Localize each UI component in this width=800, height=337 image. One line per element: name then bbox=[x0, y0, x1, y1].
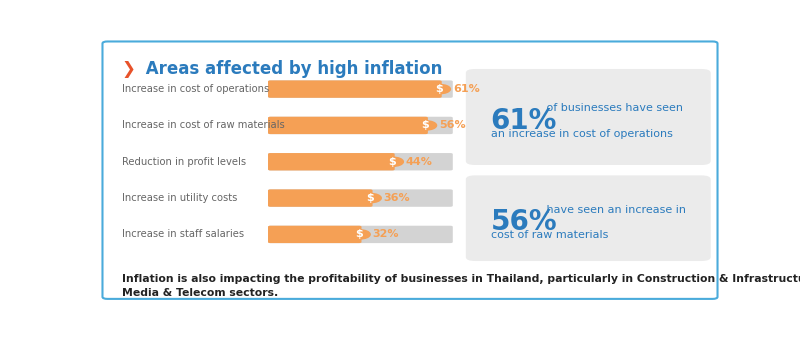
Text: Reduction in profit levels: Reduction in profit levels bbox=[122, 157, 246, 167]
Text: $: $ bbox=[388, 157, 396, 167]
Text: $: $ bbox=[435, 84, 443, 94]
Text: 36%: 36% bbox=[384, 193, 410, 203]
FancyBboxPatch shape bbox=[268, 226, 362, 243]
Text: Increase in utility costs: Increase in utility costs bbox=[122, 193, 237, 203]
FancyBboxPatch shape bbox=[466, 175, 710, 261]
Text: 56%: 56% bbox=[439, 120, 466, 130]
Text: cost of raw materials: cost of raw materials bbox=[490, 230, 608, 240]
Text: 44%: 44% bbox=[406, 157, 433, 167]
Text: ❯: ❯ bbox=[122, 60, 135, 78]
Text: an increase in cost of operations: an increase in cost of operations bbox=[490, 129, 673, 139]
Text: $: $ bbox=[422, 120, 430, 130]
FancyBboxPatch shape bbox=[268, 153, 453, 171]
Circle shape bbox=[359, 193, 382, 203]
Circle shape bbox=[348, 230, 370, 239]
FancyBboxPatch shape bbox=[466, 69, 710, 165]
Text: Areas affected by high inflation: Areas affected by high inflation bbox=[140, 60, 442, 78]
Text: $: $ bbox=[355, 229, 363, 239]
Text: Increase in staff salaries: Increase in staff salaries bbox=[122, 229, 244, 239]
FancyBboxPatch shape bbox=[102, 41, 718, 299]
FancyBboxPatch shape bbox=[268, 153, 394, 171]
FancyBboxPatch shape bbox=[268, 81, 453, 98]
Text: 32%: 32% bbox=[373, 229, 399, 239]
FancyBboxPatch shape bbox=[268, 189, 453, 207]
Text: Increase in cost of operations: Increase in cost of operations bbox=[122, 84, 269, 94]
FancyBboxPatch shape bbox=[268, 81, 442, 98]
Circle shape bbox=[428, 85, 450, 94]
Text: 56%: 56% bbox=[490, 208, 558, 236]
Text: of businesses have seen: of businesses have seen bbox=[543, 103, 683, 114]
Text: Increase in cost of raw materials: Increase in cost of raw materials bbox=[122, 120, 285, 130]
Text: 61%: 61% bbox=[490, 106, 557, 134]
Text: have seen an increase in: have seen an increase in bbox=[543, 205, 686, 215]
FancyBboxPatch shape bbox=[268, 117, 428, 134]
Circle shape bbox=[414, 121, 437, 130]
Text: Inflation is also impacting the profitability of businesses in Thailand, particu: Inflation is also impacting the profitab… bbox=[122, 274, 800, 298]
FancyBboxPatch shape bbox=[268, 189, 373, 207]
FancyBboxPatch shape bbox=[268, 117, 453, 134]
Text: $: $ bbox=[366, 193, 374, 203]
Text: 61%: 61% bbox=[453, 84, 480, 94]
FancyBboxPatch shape bbox=[268, 226, 453, 243]
Circle shape bbox=[381, 157, 403, 166]
